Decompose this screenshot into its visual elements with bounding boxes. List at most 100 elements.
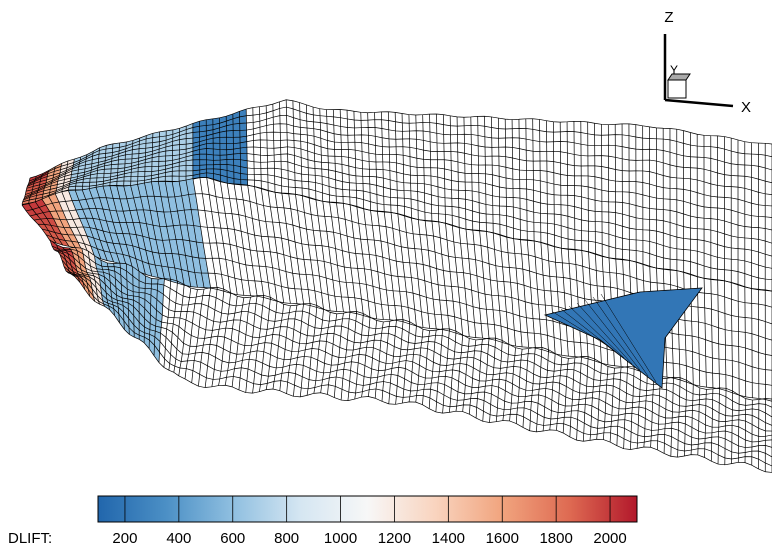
surface-cell [34, 219, 45, 225]
surface-cell [181, 194, 192, 211]
surface-cell [102, 300, 109, 306]
mesh-line [54, 163, 62, 195]
mesh-line [292, 100, 296, 195]
surface-cell [186, 165, 193, 171]
surface-cell [226, 143, 234, 150]
mesh-line [744, 398, 747, 463]
surface-cell [154, 345, 160, 363]
mesh-line [137, 138, 140, 185]
mesh-line [603, 366, 609, 440]
surface-cell [92, 273, 100, 279]
mesh-line [395, 319, 404, 405]
surface-cell [119, 263, 127, 272]
surface-cell [72, 162, 80, 168]
mesh-line [123, 185, 146, 275]
surface-cell [151, 177, 159, 183]
surface-cell [82, 208, 93, 219]
surface-cell [25, 189, 33, 195]
surface-cell [158, 155, 166, 162]
mesh-line [151, 133, 154, 183]
surface-cell [65, 240, 76, 248]
mesh-line [238, 297, 251, 390]
mesh-line [231, 297, 245, 387]
surface-cell [39, 179, 47, 185]
surface-cell [64, 171, 72, 177]
mesh-line [643, 373, 648, 448]
surface-cell [85, 156, 93, 162]
surface-cell [83, 253, 91, 267]
surface-cell [186, 127, 193, 134]
surface-cell [80, 235, 91, 247]
mesh-line [123, 141, 127, 186]
surface-cell [103, 272, 111, 282]
surface-cell [125, 143, 133, 149]
mesh-line [737, 395, 740, 463]
surface-cell [124, 166, 132, 172]
surface-cell [93, 237, 104, 251]
mesh-line [320, 312, 331, 393]
mesh-line [21, 204, 51, 241]
surface-cell [85, 277, 93, 289]
mesh-line [94, 255, 105, 307]
surface-cell [144, 171, 152, 177]
surface-cell [76, 250, 85, 262]
surface-cell [91, 165, 99, 171]
surface-cell [227, 176, 235, 185]
surface-cell [98, 153, 106, 159]
surface-cell [172, 176, 180, 182]
surface-cell [106, 220, 117, 234]
surface-cell [179, 144, 187, 150]
surface-cell [220, 159, 227, 165]
surface-cell [170, 211, 181, 226]
surface-cell [86, 151, 94, 157]
surface-cell [83, 172, 91, 177]
surface-cell [145, 142, 153, 149]
surface-cell [142, 261, 152, 277]
surface-cell [192, 131, 200, 139]
surface-cell [90, 167, 98, 173]
surface-cell [63, 180, 71, 186]
surface-cell [66, 162, 74, 168]
mesh-line [683, 380, 688, 457]
mesh-line [477, 116, 480, 231]
surface-cell [240, 179, 248, 186]
mesh-line [218, 292, 231, 386]
surface-cell [124, 158, 132, 164]
mesh-line [511, 119, 514, 239]
mesh-line [299, 303, 311, 397]
surface-cell [69, 178, 78, 184]
surface-cell [89, 177, 97, 183]
surface-cell [139, 135, 147, 142]
surface-cell [165, 181, 175, 198]
colorbar-tick-label: 400 [166, 530, 191, 547]
surface-cell [60, 167, 67, 173]
surface-cell [232, 116, 240, 125]
mesh-line [61, 160, 69, 192]
surface-cell [213, 164, 221, 170]
surface-cell [40, 173, 48, 179]
surface-cell [122, 297, 129, 303]
surface-cell [67, 159, 75, 165]
mesh-line [576, 356, 582, 441]
surface-cell [206, 124, 213, 132]
surface-cell [79, 158, 87, 164]
mesh-line [68, 158, 75, 191]
surface-cell [233, 148, 241, 155]
surface-cell [105, 148, 113, 154]
surface-cell [192, 154, 200, 160]
surface-cell [233, 137, 241, 144]
mesh-line [677, 377, 681, 458]
mesh-line [153, 278, 159, 356]
surface-cell [88, 251, 96, 264]
surface-cell [119, 243, 130, 257]
mesh-line [157, 181, 178, 284]
mesh-line [717, 279, 720, 389]
surface-cell [206, 168, 214, 174]
mesh-line [116, 142, 120, 186]
surface-cell [109, 274, 116, 288]
surface-cell [233, 172, 241, 180]
surface-cell [220, 175, 228, 184]
mesh-line [387, 111, 392, 213]
mesh-line [697, 387, 701, 455]
surface-cell [57, 226, 68, 235]
